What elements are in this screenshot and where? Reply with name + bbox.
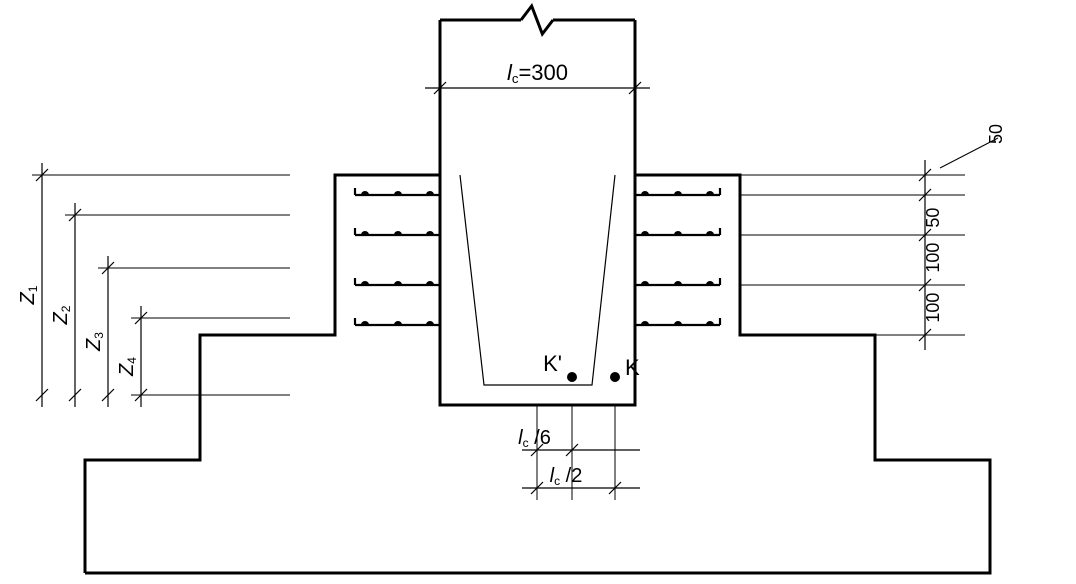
label-k: K	[625, 355, 640, 380]
rebar-dot	[426, 321, 434, 325]
rebar-dot	[394, 191, 402, 195]
dim-right-0: 50	[986, 124, 1006, 144]
rebar-dot	[361, 231, 369, 235]
rebar-dot	[706, 231, 714, 235]
rebar-dot	[641, 191, 649, 195]
rebar-dot	[361, 281, 369, 285]
rebar-dot	[674, 191, 682, 195]
rebar-dot	[674, 281, 682, 285]
rebar-dot	[394, 321, 402, 325]
rebar-dot	[394, 231, 402, 235]
rebar-dot	[706, 281, 714, 285]
dim-z2: Z2	[50, 305, 73, 325]
label-k-prime: K'	[543, 351, 562, 376]
rebar-dot	[426, 281, 434, 285]
rebar-dot	[641, 321, 649, 325]
rebar-dot	[706, 191, 714, 195]
point-k	[610, 372, 620, 382]
dim-z4: Z4	[116, 357, 139, 377]
dim-right-1: 50	[923, 208, 943, 228]
dim-lc6: lc /6	[518, 427, 551, 450]
rebar-dot	[706, 321, 714, 325]
rebar-dot	[641, 281, 649, 285]
rebar-dot	[641, 231, 649, 235]
point-k-prime	[567, 372, 577, 382]
rebar-dot	[361, 191, 369, 195]
rebar-dot	[674, 231, 682, 235]
rebar-dot	[394, 281, 402, 285]
dim-right-2: 100	[923, 243, 943, 273]
dim-z3: Z3	[83, 332, 106, 352]
rebar-dot	[426, 231, 434, 235]
rebar-dot	[426, 191, 434, 195]
rebar-dot	[361, 321, 369, 325]
dim-z1: Z1	[17, 285, 40, 305]
pocket-outline	[460, 175, 615, 385]
dim-lc: lc=300	[507, 60, 568, 86]
dim-right-3: 100	[923, 293, 943, 323]
engineering-section-drawing: lc=300 K K' lc /6 lc /2 50 50 100 100 Z1 Z2 Z3 Z4	[0, 0, 1076, 584]
rebar-dot	[674, 321, 682, 325]
dim-lc2: lc /2	[550, 465, 583, 488]
break-symbol	[521, 6, 553, 34]
